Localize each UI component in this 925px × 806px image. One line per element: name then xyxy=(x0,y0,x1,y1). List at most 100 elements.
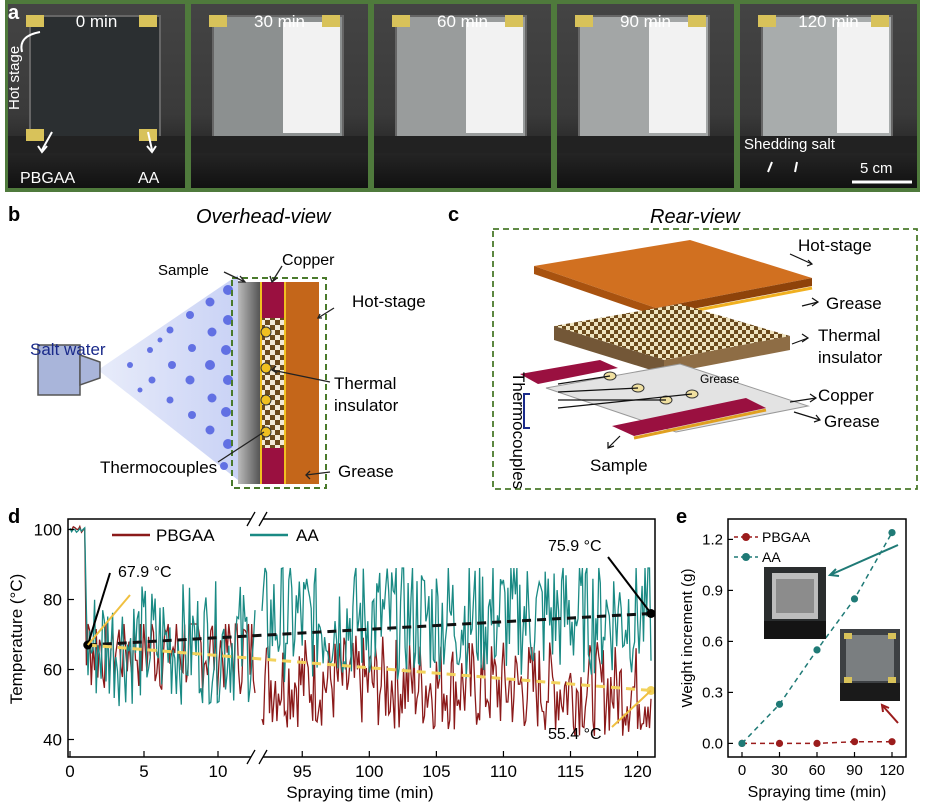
x-tick-label: 5 xyxy=(139,762,148,781)
x-axis-label: Spraying time (min) xyxy=(286,783,433,802)
thermocouples-label-c: Thermocouples xyxy=(509,372,528,490)
panel-label-a: a xyxy=(8,2,20,24)
legend-aa-e: AA xyxy=(762,549,781,565)
photo-120min: 120 min xyxy=(740,4,917,188)
x-tick-label: 115 xyxy=(557,762,584,781)
y-tick-label: 0.6 xyxy=(702,633,723,650)
grease-top-label: Grease xyxy=(826,294,882,313)
axis-break-mark xyxy=(246,511,256,527)
thermal-label: Thermal xyxy=(334,374,397,393)
panel-label-b: b xyxy=(8,204,21,226)
panel-label-e: e xyxy=(676,506,688,528)
legend-marker-pbgaa-e xyxy=(742,533,750,541)
hot-stage-label-c: Hot-stage xyxy=(798,236,872,255)
photo-30min: 30 min xyxy=(191,4,368,188)
photo-annotations xyxy=(20,31,912,184)
x-tick-label: 105 xyxy=(422,762,450,781)
rear-view-diagram xyxy=(492,228,918,490)
data-point-aa xyxy=(888,529,896,537)
series-line-aa xyxy=(69,526,256,707)
y-tick-label: 40 xyxy=(43,731,62,750)
temperature-chart: 40 60 80 100 0 5 10 95 100 105 110 115 120 Temperatu… xyxy=(7,511,656,802)
time-label: 30 min xyxy=(253,12,306,31)
data-point-pbgaa xyxy=(888,738,896,746)
hot-stage-label-b: Hot-stage xyxy=(352,292,426,311)
series-line-pbgaa xyxy=(261,635,652,736)
annotation-arrow xyxy=(86,572,111,646)
photo-90min: 90 min xyxy=(557,4,734,188)
shedding-salt-label: Shedding salt xyxy=(744,136,835,153)
grease-bottom-label: Grease xyxy=(824,412,880,431)
trend-line-pbgaa xyxy=(87,643,652,692)
inset-photo-pbgaa xyxy=(840,629,900,701)
data-point-aa xyxy=(813,646,821,654)
axis-break-gap xyxy=(251,513,263,525)
aa-label: AA xyxy=(138,170,160,187)
scale-label: 5 cm xyxy=(860,160,893,177)
x-tick-label: 60 xyxy=(809,762,826,779)
annotation-arrow xyxy=(611,689,652,728)
y-tick-label: 1.2 xyxy=(702,531,723,548)
x-axis-label-e: Spraying time (min) xyxy=(748,784,887,801)
data-point-aa xyxy=(738,739,746,747)
x-tick-label: 0 xyxy=(738,762,746,779)
x-tick-label: 95 xyxy=(293,762,312,781)
trend-line-aa xyxy=(87,612,652,647)
series-line-aa xyxy=(261,567,652,683)
y-axis-label: Temperature (°C) xyxy=(7,574,26,705)
x-tick-label: 120 xyxy=(879,762,904,779)
axis-break-gap xyxy=(251,751,263,763)
x-tick-label: 30 xyxy=(771,762,788,779)
grease-label: Grease xyxy=(338,462,394,481)
rear-view-title: Rear-view xyxy=(650,206,740,228)
x-tick-label: 110 xyxy=(490,762,517,781)
annotation-arrow xyxy=(607,556,652,615)
overhead-diagram xyxy=(37,265,335,489)
x-tick-label: 90 xyxy=(846,762,863,779)
sample-label: Sample xyxy=(158,262,209,279)
panel-label-c: c xyxy=(448,204,460,226)
weight-chart: 0.0 0.3 0.6 0.9 1.2 0 30 60 90 120 Weight increme… xyxy=(679,518,907,801)
annotation-75-9: 75.9 °C xyxy=(548,538,602,555)
legend-aa: AA xyxy=(296,526,319,545)
grease-small-label: Grease xyxy=(700,372,740,386)
y-tick-label: 0.0 xyxy=(702,735,723,752)
x-tick-label: 120 xyxy=(623,762,651,781)
annotation-67-9: 67.9 °C xyxy=(118,564,172,581)
x-tick-label: 0 xyxy=(65,762,74,781)
thermocouples-label: Thermocouples xyxy=(100,458,218,477)
annotation-arrow xyxy=(86,594,131,646)
data-point-pbgaa xyxy=(813,739,821,747)
axis-break-mark xyxy=(258,749,268,765)
inset-photo-aa xyxy=(764,567,826,639)
time-label: 60 min xyxy=(436,12,489,31)
copper-label-c: Copper xyxy=(818,386,874,405)
y-tick-label: 0.9 xyxy=(702,582,723,599)
y-tick-label: 100 xyxy=(34,521,62,540)
time-label: 90 min xyxy=(619,12,672,31)
thermal-label-c: Thermal xyxy=(818,326,881,345)
insulator-label-c: insulator xyxy=(818,348,883,367)
photo-60min: 60 min xyxy=(374,4,551,188)
copper-label: Copper xyxy=(282,252,335,269)
x-tick-label: 100 xyxy=(355,762,383,781)
axis-break-mark xyxy=(258,511,268,527)
overhead-title: Overhead-view xyxy=(196,206,331,228)
photo-strip: 0 min 30 min 60 min 90 min 120 min xyxy=(5,0,920,192)
axis-break-mark xyxy=(246,749,256,765)
time-label: 0 min xyxy=(75,12,118,31)
legend-marker-aa-e xyxy=(742,553,750,561)
time-label: 120 min xyxy=(798,12,859,31)
y-tick-label: 60 xyxy=(43,661,62,680)
sample-label-c: Sample xyxy=(590,456,648,475)
data-point-aa xyxy=(850,595,859,603)
data-point-pbgaa xyxy=(775,739,784,747)
y-tick-label: 80 xyxy=(43,591,62,610)
y-axis-label-e: Weight increment (g) xyxy=(679,569,696,708)
panel-label-d: d xyxy=(8,506,21,528)
data-point-aa xyxy=(775,700,784,708)
legend-pbgaa: PBGAA xyxy=(156,526,215,545)
insulator-label: insulator xyxy=(334,396,399,415)
annotation-55-4: 55.4 °C xyxy=(548,726,602,743)
data-point-pbgaa xyxy=(850,738,859,746)
